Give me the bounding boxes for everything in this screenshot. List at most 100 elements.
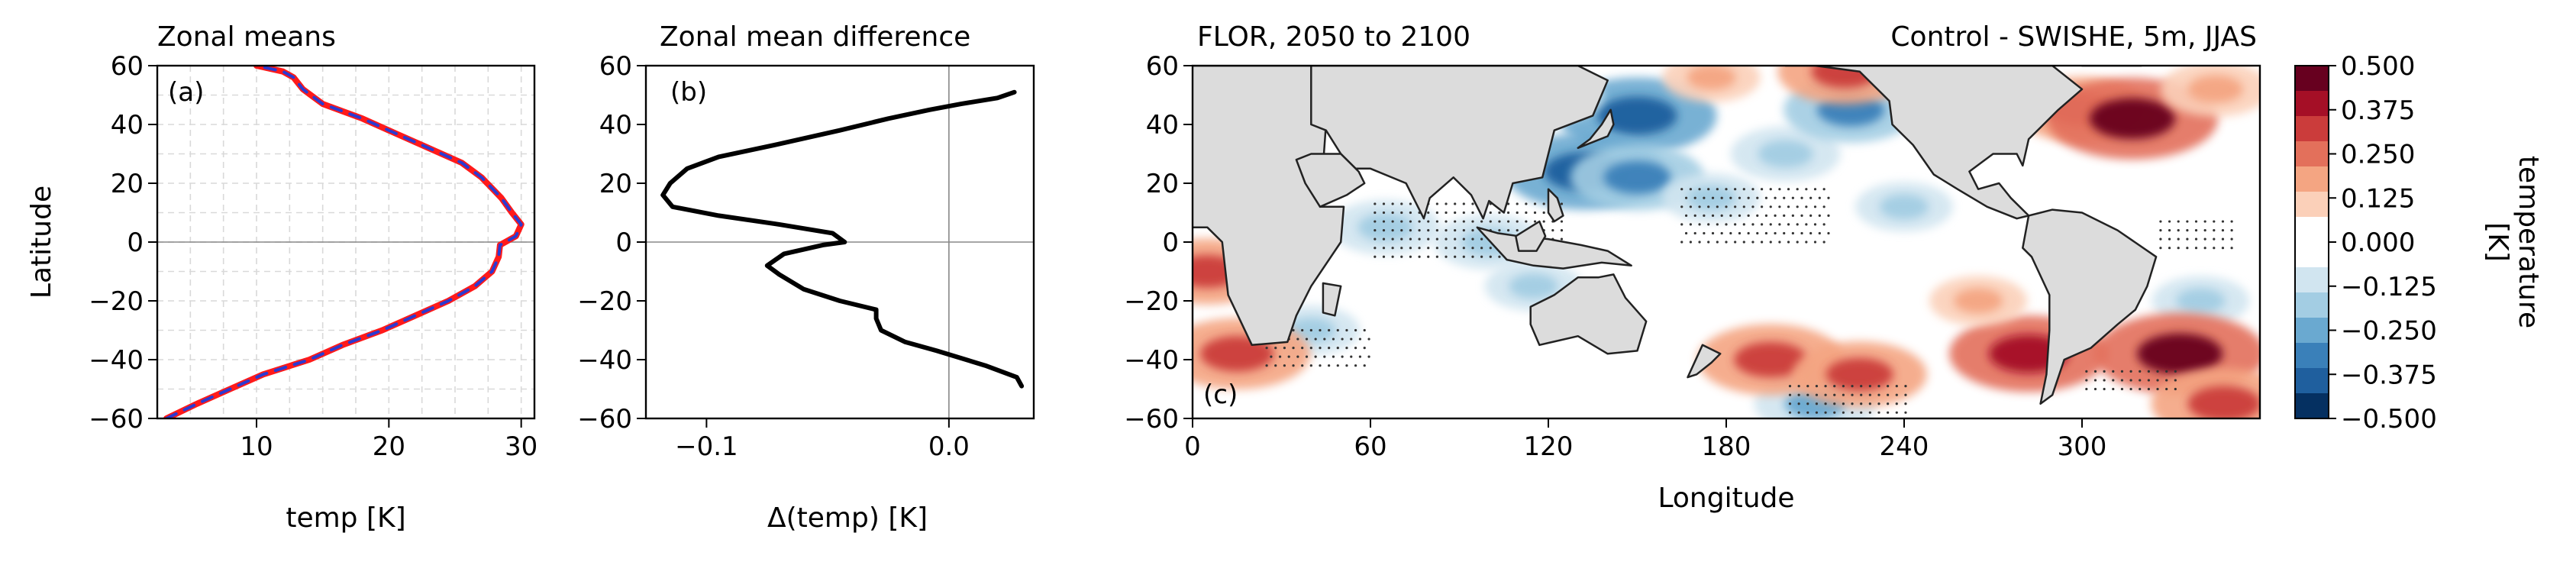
stipple-dot (1716, 223, 1719, 226)
anomaly-core (2090, 98, 2176, 140)
stipple-dot (1783, 196, 1786, 199)
stipple-dot (1796, 205, 1799, 208)
stipple-dot (1764, 196, 1768, 199)
stipple-dot (1418, 220, 1421, 223)
stipple-dot (2156, 379, 2159, 382)
stipple-dot (1454, 237, 1457, 241)
stipple-dot (1742, 241, 1745, 244)
stipple-dot (1445, 229, 1448, 232)
stipple-dot (1707, 241, 1710, 244)
stipple-dot (1471, 247, 1474, 250)
colorbar-label: temperature[K] (2482, 156, 2544, 328)
stipple-dot (1734, 241, 1737, 244)
stipple-dot (1822, 205, 1825, 208)
stipple-dot (1409, 229, 1412, 232)
stipple-dot (1542, 220, 1545, 223)
panel-b-ytick-label: 40 (599, 110, 632, 140)
stipple-dot (1769, 241, 1772, 244)
stipple-dot (1877, 393, 1880, 396)
stipple-dot (1323, 355, 1326, 358)
stipple-dot (1818, 231, 1821, 235)
stipple-dot (2203, 220, 2206, 223)
panel-a-series (163, 66, 525, 418)
stipple-dot (1427, 237, 1430, 241)
stipple-dot (1427, 247, 1430, 250)
stipple-dot (1319, 347, 1322, 350)
stipple-dot (1703, 196, 1706, 199)
stipple-dot (2186, 237, 2189, 241)
stipple-dot (2203, 247, 2206, 250)
stipple-dot (1734, 205, 1737, 208)
panel-c-xlabel: Longitude (1658, 483, 1794, 514)
north-america-land (1784, 66, 2084, 220)
stipple-dot (1301, 328, 1304, 332)
stipple-dot (1693, 196, 1696, 199)
stipple-dot (1813, 241, 1817, 244)
stipple-dot (1471, 220, 1474, 223)
stipple-dot (1805, 241, 1808, 244)
stipple-dot (1868, 393, 1871, 396)
stipple-dot (2230, 229, 2233, 232)
stipple-dot (1278, 355, 1282, 358)
stipple-dot (1418, 247, 1421, 250)
panel-a: 60 40 20 0 −20 −40 −60 10 20 30 Zonal means (a) t… (26, 21, 537, 534)
stipple-dot (1471, 237, 1474, 241)
stipple-dot (1904, 385, 1907, 388)
stipple-dot (1418, 237, 1421, 241)
colorbar-tick-label: 0.125 (2341, 183, 2415, 214)
stipple-dot (1400, 255, 1403, 258)
stipple-dot (1400, 237, 1403, 241)
stipple-dot (1382, 211, 1386, 215)
stipple-dot (1480, 255, 1483, 258)
stipple-dot (1265, 347, 1268, 350)
stipple-dot (1787, 188, 1790, 191)
stipple-dot (1747, 196, 1750, 199)
stipple-dot (2085, 370, 2088, 373)
stipple-dot (1764, 231, 1768, 235)
stipple-dot (1809, 196, 1813, 199)
stipple-dot (1445, 202, 1448, 205)
stipple-dot (1409, 247, 1412, 250)
stipple-dot (1445, 255, 1448, 258)
stipple-dot (1806, 411, 1809, 414)
anomaly-core (2187, 75, 2243, 103)
stipple-dot (1336, 364, 1339, 367)
stipple-dot (1462, 255, 1465, 258)
stipple-dot (1707, 223, 1710, 226)
stipple-dot (1904, 402, 1907, 405)
stipple-dot (1725, 205, 1728, 208)
stipple-dot (1328, 328, 1331, 332)
stipple-dot (1833, 411, 1836, 414)
colorbar-level (2295, 343, 2329, 369)
colorbar-tick-label: 0.250 (2341, 140, 2415, 170)
stipple-dot (2213, 247, 2216, 250)
stipple-dot (1445, 237, 1448, 241)
stipple-dot (1827, 214, 1830, 217)
panel-a-ytick-label: −60 (89, 404, 144, 434)
stipple-dot (1516, 229, 1519, 232)
stipple-dot (2156, 387, 2159, 391)
stipple-dot (1809, 231, 1813, 235)
stipple-dot (1851, 393, 1854, 396)
stipple-dot (2120, 379, 2124, 382)
stipple-dot (1296, 355, 1299, 358)
stipple-dot (1725, 188, 1728, 191)
stipple-dot (1489, 247, 1492, 250)
stipple-dot (1551, 229, 1554, 232)
stipple-dot (1778, 241, 1781, 244)
stipple-dot (1435, 220, 1438, 223)
stipple-dot (1734, 223, 1737, 226)
stipple-dot (1800, 196, 1803, 199)
stipple-dot (1680, 205, 1683, 208)
stipple-dot (1462, 211, 1465, 215)
panel-b-xlabel: Δ(temp) [K] (767, 502, 928, 534)
panel-a-xtick-label: 20 (373, 431, 405, 462)
stipple-dot (1680, 188, 1683, 191)
stipple-dot (1742, 205, 1745, 208)
stipple-dot (1788, 402, 1792, 405)
stipple-dot (1418, 255, 1421, 258)
stipple-dot (1751, 205, 1754, 208)
stipple-dot (1747, 214, 1750, 217)
panel-c-title-right: Control - SWISHE, 5m, JJAS (1890, 21, 2257, 53)
